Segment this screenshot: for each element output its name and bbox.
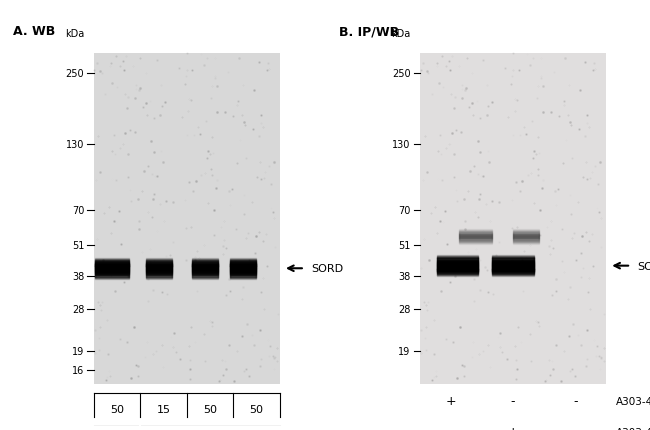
Bar (94, 54, 280, 384)
Text: 16: 16 (72, 365, 84, 375)
Text: 38: 38 (72, 272, 84, 282)
Text: 51: 51 (72, 240, 84, 250)
Text: 51: 51 (398, 240, 410, 250)
Text: SORD: SORD (311, 264, 343, 273)
Text: A. WB: A. WB (13, 25, 55, 38)
Text: B. IP/WB: B. IP/WB (339, 25, 399, 38)
Text: 15: 15 (157, 404, 170, 414)
Text: 130: 130 (66, 139, 84, 149)
Text: 250: 250 (392, 69, 410, 79)
Text: SORD: SORD (637, 261, 650, 271)
Text: 70: 70 (398, 206, 410, 216)
Text: 28: 28 (72, 305, 84, 315)
Text: kDa: kDa (65, 28, 84, 39)
Text: 50: 50 (203, 404, 217, 414)
Text: 250: 250 (66, 69, 84, 79)
Text: +: + (445, 394, 456, 407)
Text: -: - (448, 425, 453, 430)
Text: +: + (508, 425, 518, 430)
Text: 28: 28 (398, 305, 410, 315)
Text: 19: 19 (72, 347, 84, 356)
Text: 50: 50 (250, 404, 264, 414)
Text: A303-465A: A303-465A (616, 396, 650, 406)
Text: 70: 70 (72, 206, 84, 216)
Text: 130: 130 (392, 139, 410, 149)
Bar (420, 54, 606, 384)
Text: A303-466A: A303-466A (616, 427, 650, 430)
Text: -: - (573, 425, 577, 430)
Text: 19: 19 (398, 347, 410, 356)
Text: kDa: kDa (391, 28, 410, 39)
Text: -: - (511, 394, 515, 407)
Text: 38: 38 (398, 272, 410, 282)
Text: -: - (573, 394, 577, 407)
Text: 50: 50 (110, 404, 124, 414)
